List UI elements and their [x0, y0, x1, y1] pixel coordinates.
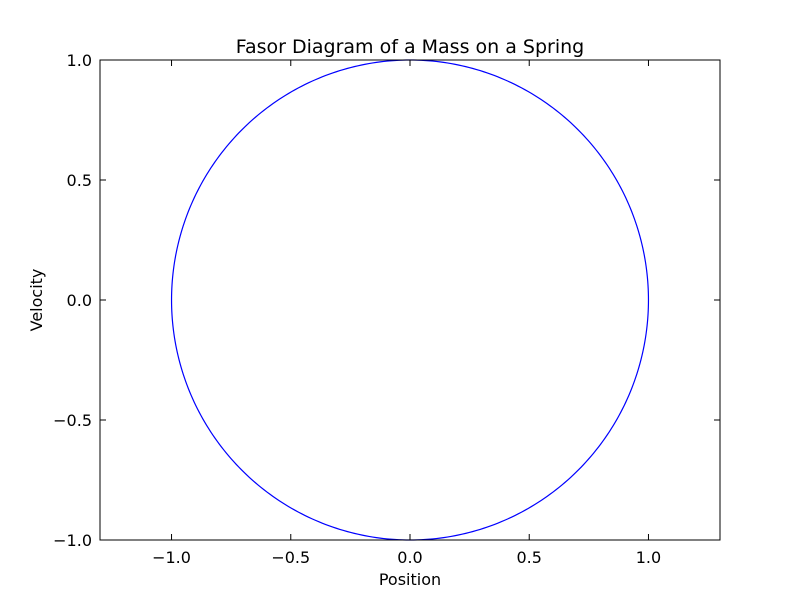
- y-tick-label-2: 0.0: [67, 291, 92, 310]
- y-tick-label-1: −0.5: [53, 411, 92, 430]
- x-tick-label-1: −0.5: [271, 548, 310, 567]
- y-tick-label-0: −1.0: [53, 531, 92, 550]
- y-axis-label: Velocity: [27, 269, 46, 332]
- x-tick-label-4: 1.0: [636, 548, 661, 567]
- x-axis-label: Position: [379, 570, 441, 589]
- y-tick-label-4: 1.0: [67, 51, 92, 70]
- series-layer: [170, 59, 650, 541]
- x-tick-label-3: 0.5: [517, 548, 542, 567]
- plot-area: −1.0 −0.5 0.0 0.5 1.0 −1.0 −0.5 0.0 0.5 1.0: [53, 51, 721, 567]
- ticks-layer: −1.0 −0.5 0.0 0.5 1.0 −1.0 −0.5 0.0 0.5 1.0: [53, 51, 720, 567]
- x-tick-label-0: −1.0: [152, 548, 191, 567]
- series-line-0: [170, 59, 650, 541]
- x-tick-label-2: 0.0: [397, 548, 422, 567]
- plot-frame: [99, 59, 721, 541]
- y-tick-label-3: 0.5: [67, 171, 92, 190]
- chart-title: Fasor Diagram of a Mass on a Spring: [236, 36, 584, 58]
